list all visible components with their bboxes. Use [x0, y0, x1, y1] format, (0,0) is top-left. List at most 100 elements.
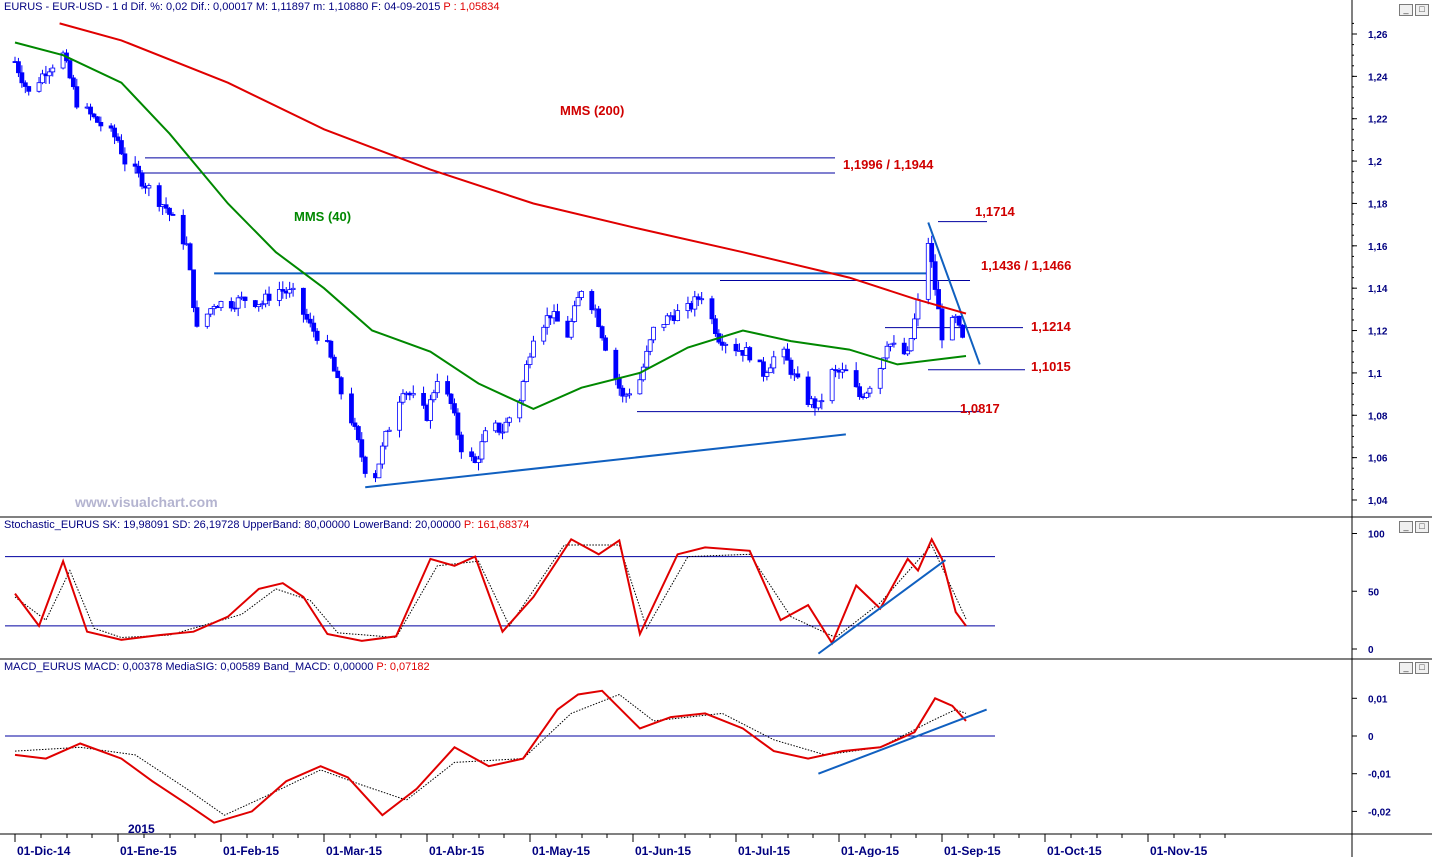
macd-minimize-button[interactable]: _: [1399, 662, 1413, 674]
candle-body: [572, 305, 578, 322]
stochastic-tick-label: 0: [1368, 645, 1374, 656]
macd-maximize-button[interactable]: □: [1415, 662, 1429, 674]
stochastic-label: Stochastic_EURUS: [4, 519, 100, 531]
price-panel-header: EURUS - EUR-USD - 1 d Dif. %: 0,02 Dif.:…: [4, 1, 500, 13]
candle-body: [877, 368, 883, 389]
time-tick-label: 01-Jun-15: [635, 844, 691, 857]
candle-body: [544, 315, 550, 328]
candle-body: [901, 342, 907, 355]
candle-body: [170, 214, 176, 216]
macd-tick-label: 0: [1368, 732, 1374, 743]
candle-body: [482, 430, 488, 443]
stochastic-sd-line: [14, 544, 967, 639]
candle-body: [397, 401, 402, 431]
candle-body: [311, 322, 317, 332]
mms40-line: [14, 41, 967, 410]
level-label: 1,1714: [975, 204, 1016, 219]
time-tick-label: 01-Nov-15: [1150, 844, 1208, 857]
candle-body: [664, 315, 670, 325]
candle-body: [67, 60, 73, 79]
price-tick-label: 1,22: [1368, 115, 1388, 126]
candle-body: [452, 403, 457, 414]
candle-body: [74, 86, 80, 108]
candle-body: [520, 381, 526, 402]
stochastic-maximize-button[interactable]: □: [1415, 521, 1429, 533]
candle-body: [448, 393, 454, 404]
price-maximize-button[interactable]: □: [1415, 4, 1429, 16]
candle-body: [242, 296, 248, 301]
stochastic-sk-line: [14, 536, 967, 646]
candle-body: [187, 243, 193, 271]
candle-body: [788, 359, 794, 375]
candle-body: [795, 373, 801, 378]
candle-body: [905, 350, 911, 355]
candle-body: [46, 71, 52, 77]
candle-body: [259, 303, 265, 306]
candle-body: [929, 243, 935, 263]
stochastic-tick-label: 100: [1368, 530, 1385, 541]
candle-body: [252, 300, 258, 308]
candle-body: [434, 381, 440, 394]
candle-body: [627, 393, 632, 396]
candle-body: [531, 340, 536, 358]
candle-body: [163, 204, 169, 209]
price-minimize-button[interactable]: _: [1399, 4, 1413, 16]
candle-body: [805, 376, 811, 405]
candle-body: [22, 82, 28, 87]
candle-body: [445, 381, 451, 395]
candle-body: [98, 121, 104, 127]
candle-body: [479, 441, 485, 460]
candle-body: [218, 301, 224, 309]
candle-body: [936, 289, 941, 310]
price-tick-label: 1,26: [1368, 30, 1388, 41]
candle-body: [410, 393, 416, 396]
candle-body: [256, 304, 262, 308]
time-tick-label: 01-Oct-15: [1047, 844, 1102, 857]
candle-body: [853, 370, 859, 388]
candle-body: [119, 140, 124, 155]
candle-body: [506, 417, 512, 423]
candle-body: [204, 313, 210, 327]
candle-body: [555, 311, 560, 322]
stochastic-minimize-button[interactable]: _: [1399, 521, 1413, 533]
candle-body: [112, 127, 117, 138]
candle-body: [939, 308, 945, 341]
candle-body: [891, 342, 897, 345]
price-tick-label: 1,08: [1368, 411, 1388, 422]
candle-body: [335, 370, 341, 379]
candle-body: [908, 338, 914, 352]
candle-body: [949, 317, 955, 341]
candle-body: [428, 399, 433, 421]
candle-body: [228, 301, 234, 309]
level-label: 1,0817: [960, 401, 1000, 416]
candle-body: [709, 298, 715, 320]
candle-body: [884, 345, 890, 359]
last-price-label: P : 1,05834: [443, 1, 500, 13]
macd-last: P: 0,07182: [376, 661, 430, 673]
trend-line: [927, 222, 981, 365]
candle-body: [431, 392, 437, 401]
candle-body: [956, 315, 962, 326]
macd-tick-label: 0,01: [1368, 694, 1388, 705]
candle-body: [771, 356, 777, 369]
macd-trend-line: [818, 708, 987, 775]
time-tick-label: 01-May-15: [532, 844, 590, 857]
candle-body: [16, 61, 21, 74]
candle-body: [167, 207, 172, 215]
time-tick-label: 01-Mar-15: [326, 844, 382, 857]
candle-body: [307, 318, 313, 324]
candle-body: [469, 451, 475, 458]
candle-body: [352, 422, 358, 427]
price-tick-label: 1,2: [1368, 157, 1382, 168]
candle-body: [180, 214, 186, 245]
candle-body: [349, 393, 354, 424]
candle-body: [386, 429, 392, 432]
candle-body: [328, 340, 334, 358]
candle-body: [596, 308, 602, 327]
candle-body: [500, 431, 505, 434]
candle-body: [613, 349, 619, 379]
mms200-label: MMS (200): [560, 103, 624, 118]
candle-body: [620, 387, 626, 397]
candle-body: [26, 86, 32, 92]
candle-body: [579, 291, 584, 298]
